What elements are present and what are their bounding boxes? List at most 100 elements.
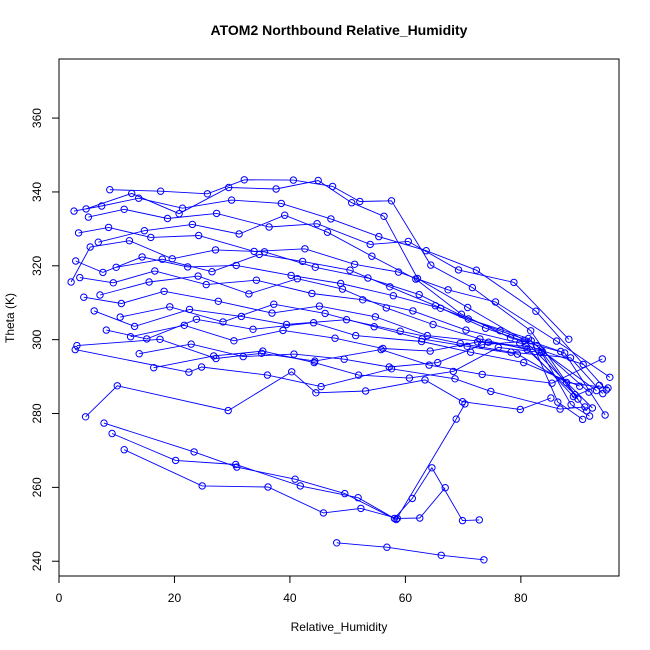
series-line [88, 208, 570, 340]
data-point [357, 504, 365, 513]
data-point [143, 335, 151, 343]
data-point [464, 303, 472, 312]
data-point [423, 331, 431, 340]
series-line [106, 318, 580, 387]
data-point [235, 230, 243, 238]
data-point [233, 463, 241, 471]
data-point [585, 412, 594, 420]
data-point [562, 378, 571, 387]
y-tick-label: 240 [30, 551, 44, 571]
data-point [249, 325, 257, 333]
data-point [293, 275, 302, 283]
data-point [427, 261, 435, 269]
data-point [190, 448, 198, 456]
data-point [120, 205, 128, 214]
series-line [94, 308, 604, 394]
data-point [312, 389, 320, 397]
data-point [383, 543, 391, 551]
data-point [120, 446, 128, 454]
x-tick-label: 20 [168, 591, 182, 605]
data-point [291, 475, 299, 483]
data-point [279, 326, 287, 335]
data-point [368, 252, 376, 260]
data-point [116, 313, 124, 321]
data-point [532, 307, 540, 315]
data-point [451, 375, 459, 383]
series-group [81, 368, 555, 421]
data-point [598, 355, 606, 363]
data-point [537, 348, 546, 357]
data-point [301, 245, 309, 253]
data-point [417, 337, 426, 346]
data-point [197, 363, 206, 371]
series-layer [67, 176, 614, 564]
data-point [232, 261, 240, 270]
data-point [602, 386, 610, 394]
data-point [364, 274, 372, 282]
data-point [415, 290, 423, 299]
data-point [76, 273, 84, 282]
data-point [156, 335, 164, 343]
data-point [604, 384, 612, 392]
data-point [346, 266, 354, 274]
data-point [458, 398, 467, 406]
series-group [100, 400, 469, 524]
data-point [224, 406, 232, 415]
data-point [510, 278, 518, 287]
data-point [151, 267, 159, 275]
data-point [108, 429, 116, 438]
data-point [522, 342, 530, 350]
data-point [106, 186, 114, 194]
series-line [116, 253, 588, 412]
data-point [130, 322, 139, 331]
data-point [396, 327, 404, 335]
data-point [405, 374, 414, 382]
data-point [412, 275, 420, 283]
data-point [98, 202, 106, 210]
data-point [370, 323, 378, 331]
series-line [153, 346, 590, 417]
data-point [272, 185, 280, 193]
data-point [308, 289, 316, 298]
series-line [76, 338, 603, 384]
data-point [565, 335, 573, 343]
series-line [130, 324, 600, 398]
data-point [361, 387, 370, 395]
data-point [409, 307, 417, 315]
data-point [277, 199, 285, 208]
data-point [240, 176, 249, 184]
data-point [556, 405, 564, 413]
data-point [73, 341, 81, 350]
data-point [86, 243, 94, 251]
data-point [255, 250, 263, 259]
data-point [128, 189, 136, 198]
data-point [109, 279, 118, 287]
data-point [289, 176, 298, 184]
data-point [567, 401, 575, 409]
data-point [104, 223, 113, 232]
series-line [109, 179, 579, 400]
data-point [288, 368, 296, 376]
data-point [387, 197, 396, 205]
data-point [487, 387, 495, 396]
data-point [314, 176, 322, 185]
data-point [354, 371, 363, 379]
x-axis: 0 20 40 60 80 [56, 575, 528, 605]
data-point [135, 350, 143, 358]
data-point [166, 303, 174, 311]
data-point [313, 220, 321, 228]
data-point [160, 287, 168, 295]
data-point [74, 229, 83, 237]
data-point [214, 297, 223, 305]
data-point [310, 358, 318, 367]
data-point [230, 337, 238, 345]
data-point [171, 456, 180, 465]
series-group [333, 539, 488, 564]
data-point [270, 300, 278, 308]
data-point [462, 326, 470, 334]
data-point [81, 413, 90, 421]
series-line [99, 275, 576, 396]
data-point [290, 350, 298, 358]
series-line [103, 403, 466, 521]
data-point [449, 367, 457, 376]
